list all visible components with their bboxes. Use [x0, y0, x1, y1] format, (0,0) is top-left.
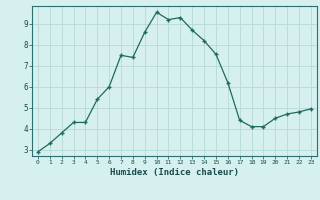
X-axis label: Humidex (Indice chaleur): Humidex (Indice chaleur)	[110, 168, 239, 177]
